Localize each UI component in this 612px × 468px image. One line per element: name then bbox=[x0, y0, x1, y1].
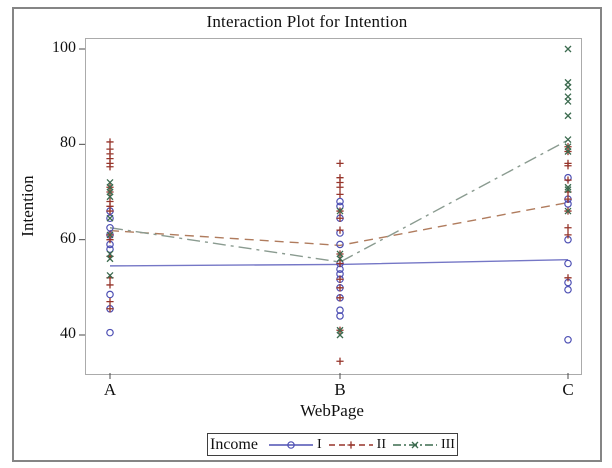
x-axis-title: WebPage bbox=[300, 401, 364, 420]
circle-marker-icon bbox=[268, 441, 313, 449]
y-axis-title: Intention bbox=[18, 175, 37, 237]
y-tick-label: 100 bbox=[52, 39, 76, 56]
plus-marker-icon bbox=[328, 441, 373, 449]
y-tick-label: 40 bbox=[60, 325, 76, 342]
legend-entry-I: I bbox=[268, 437, 322, 453]
legend-entry-label: I bbox=[316, 436, 322, 452]
legend-entry-III: III bbox=[392, 437, 455, 453]
chart-title: Interaction Plot for Intention bbox=[206, 12, 408, 31]
x-marker-icon bbox=[392, 441, 437, 449]
legend-title: Income bbox=[210, 435, 258, 453]
x-tick-label: A bbox=[103, 380, 117, 399]
y-tick-label: 80 bbox=[60, 134, 76, 152]
legend-entry-label: III bbox=[440, 436, 455, 452]
x-tick-label: B bbox=[334, 380, 346, 399]
legend-entries: I II III bbox=[268, 437, 455, 453]
plot-area bbox=[85, 38, 582, 375]
x-tick-label: C bbox=[562, 380, 574, 399]
y-tick-label: 60 bbox=[60, 229, 76, 247]
legend-entry-II: II bbox=[328, 437, 386, 453]
legend-entry-label: II bbox=[376, 436, 386, 452]
legend: Income I II III bbox=[207, 433, 458, 456]
